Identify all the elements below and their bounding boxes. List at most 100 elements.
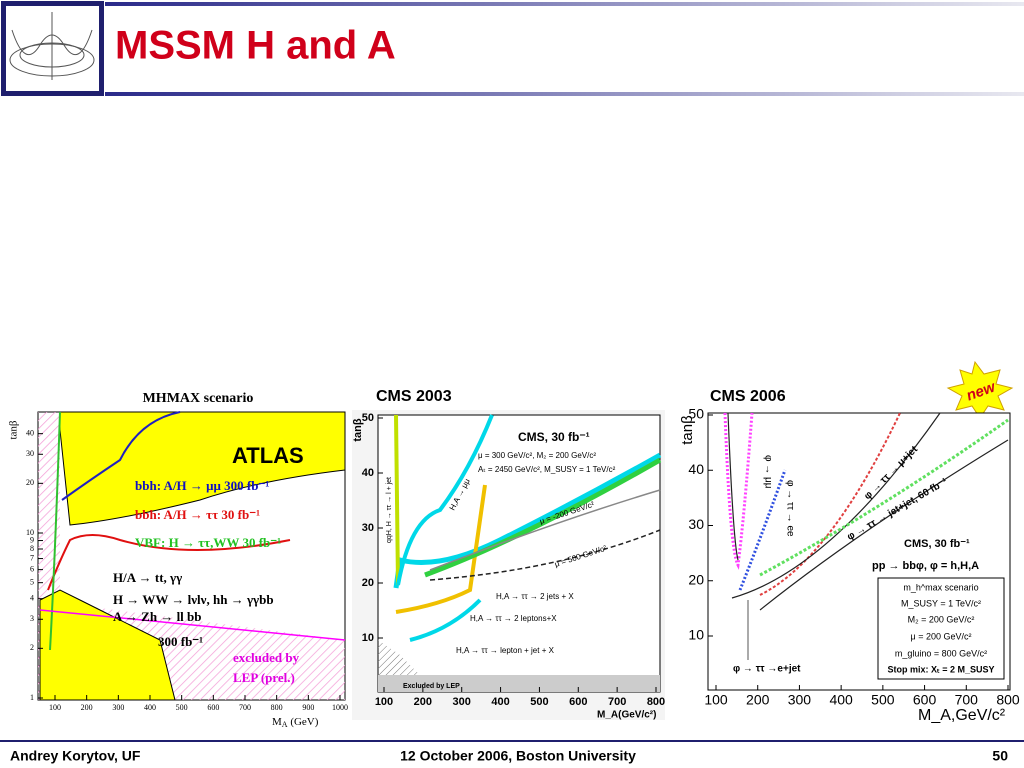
curve	[39, 609, 346, 641]
x-tick-label: 700	[608, 696, 626, 708]
atlas-panel: MHMAX scenario ATLAS bbh: A/H → μμ 300 f…	[8, 391, 346, 729]
y-tick-label: 4	[30, 593, 34, 602]
x-tick-label: 700	[239, 703, 251, 712]
y-tick-label: 40	[26, 428, 34, 437]
param-label: Aₜ = 2450 GeV/c², M_SUSY = 1 TeV/c²	[478, 465, 616, 474]
curve	[393, 452, 662, 589]
curve	[731, 412, 941, 599]
x-axis-label-part: A	[282, 720, 288, 729]
footer-event: 12 October 2006, Boston University	[400, 748, 636, 764]
y-tick-label: 30	[26, 449, 34, 458]
y-tick-label: 50	[362, 412, 374, 424]
x-tick-label: 800	[996, 692, 1020, 708]
box-line: M₂ = 200 GeV/c²	[908, 614, 975, 624]
x-tick-label: 600	[913, 692, 937, 708]
x-tick-label: 600	[569, 696, 587, 708]
curve	[61, 411, 181, 501]
legend-entry: VBF: H → ττ,WW 30 fb⁻¹	[135, 535, 281, 550]
legend-entry: bbh: A/H → ττ 30 fb⁻¹	[135, 507, 260, 522]
lumi-label: CMS, 30 fb⁻¹	[904, 538, 970, 550]
y-tick-label: 50	[688, 406, 704, 422]
x-axis-label-part: (GeV)	[288, 716, 319, 728]
lep-label: excluded by	[233, 650, 300, 665]
x-tick-label: 300	[788, 692, 812, 708]
curve	[759, 412, 901, 596]
header-rule	[105, 2, 1024, 6]
x-tick-label: 300	[112, 703, 124, 712]
x-tick-label: 200	[746, 692, 770, 708]
y-tick-label: 7	[30, 553, 34, 562]
atlas-region	[39, 589, 176, 701]
lep-band	[378, 675, 660, 692]
curve	[723, 412, 754, 570]
y-tick-label: 10	[26, 528, 34, 537]
curve	[409, 598, 482, 642]
y-tick-label: 20	[362, 577, 374, 589]
y-axis-label: tanβ	[679, 415, 696, 445]
channel-label: A → Zh → ll bb	[113, 609, 202, 624]
curve	[396, 414, 494, 586]
param-label: μ = 300 GeV/c², M₂ = 200 GeV/c²	[478, 451, 596, 460]
lumi-label: CMS, 30 fb⁻¹	[518, 430, 590, 444]
curve	[49, 411, 61, 651]
x-tick-label: 500	[530, 696, 548, 708]
atlas-region	[59, 411, 346, 526]
x-tick-label: 700	[955, 692, 979, 708]
y-tick-label: 20	[688, 571, 704, 587]
y-axis-label: tanβ	[8, 420, 20, 439]
x-tick-label: 100	[49, 703, 61, 712]
x-axis-label-part: M	[272, 716, 282, 728]
y-tick-label: 9	[30, 535, 34, 544]
curve	[424, 457, 662, 578]
y-tick-label: 5	[30, 577, 34, 586]
y-tick-label: 40	[688, 461, 704, 477]
y-axis-label: tanβ	[352, 418, 364, 442]
channel-label: φ → μμ	[762, 455, 773, 489]
process-label: pp → bbφ, φ = h,H,A	[872, 560, 979, 572]
legend-entry: bbh: A/H → μμ 300 fb⁻¹	[135, 478, 269, 493]
logo-potential	[9, 12, 95, 80]
x-tick-label: 400	[491, 696, 509, 708]
y-tick-label: 6	[30, 564, 34, 573]
x-tick-label: 100	[375, 696, 393, 708]
x-tick-label: 600	[207, 703, 219, 712]
y-tick-label: 10	[688, 627, 704, 643]
box-line: μ = 200 GeV/c²	[911, 631, 972, 641]
curve	[394, 414, 400, 586]
box-line: M_SUSY = 1 TeV/c²	[901, 598, 981, 608]
lep-label: LEP (prel.)	[233, 670, 295, 685]
info-box	[877, 577, 1005, 680]
x-tick-label: 300	[453, 696, 471, 708]
x-tick-label: 100	[704, 692, 728, 708]
x-tick-label: 800	[647, 696, 665, 708]
curve	[738, 469, 787, 591]
experiment-label: ATLAS	[232, 443, 304, 468]
curve	[429, 529, 661, 581]
y-tick-label: 30	[362, 522, 374, 534]
footer-rule	[0, 740, 1024, 742]
x-tick-label: 500	[871, 692, 895, 708]
x-tick-label: 900	[302, 703, 314, 712]
curve	[759, 418, 1009, 577]
curve	[727, 412, 739, 561]
y-tick-label: 10	[362, 632, 374, 644]
curve	[47, 534, 291, 591]
channel-label: H,A → ττ → lepton + jet + X	[456, 646, 555, 655]
x-tick-label: 1000	[332, 703, 348, 712]
x-axis-label: M_A(GeV/c²)	[597, 710, 656, 721]
channel-label: H,A → ττ → 2 jets + X	[496, 592, 574, 601]
lep-label: Excluded by LEP	[403, 683, 460, 690]
slide-title: MSSM H and A	[115, 24, 396, 68]
x-tick-label: 200	[81, 703, 93, 712]
x-tick-label: 400	[144, 703, 156, 712]
y-tick-label: 1	[30, 693, 34, 702]
footer-author: Andrey Korytov, UF	[10, 748, 141, 764]
plot-frame	[377, 414, 661, 693]
cms2006-panel: CMS 2006 new φ → μμ φ → ττ → ee φ → ττ →…	[679, 360, 1014, 724]
panel-caption: CMS 2006	[710, 388, 786, 405]
y-tick-label: 20	[26, 478, 34, 487]
channel-label: 300 fb⁻¹	[158, 634, 203, 649]
channel-label: φ → ττ → ee	[784, 480, 795, 537]
